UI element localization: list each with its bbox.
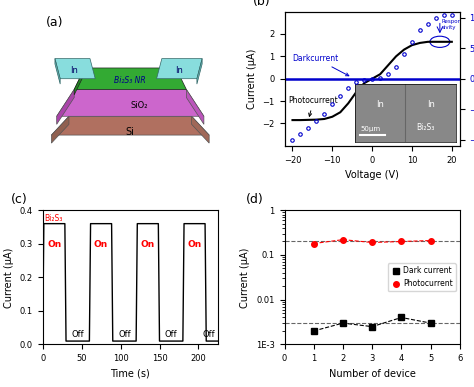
Text: Off: Off xyxy=(202,330,215,339)
Polygon shape xyxy=(156,58,202,79)
Dark current xyxy=(311,329,317,333)
Text: SiO₂: SiO₂ xyxy=(130,101,148,110)
Line: Photocurrent: Photocurrent xyxy=(311,237,433,246)
X-axis label: Number of device: Number of device xyxy=(328,369,416,379)
Polygon shape xyxy=(186,89,204,124)
Text: Si: Si xyxy=(126,127,135,137)
Polygon shape xyxy=(51,116,209,135)
Text: In: In xyxy=(70,66,78,75)
Text: On: On xyxy=(187,240,201,249)
Text: In: In xyxy=(175,66,183,75)
X-axis label: Time (s): Time (s) xyxy=(110,369,150,379)
Polygon shape xyxy=(57,89,204,116)
Polygon shape xyxy=(51,116,69,143)
Text: Off: Off xyxy=(165,330,177,339)
Text: Bi₂S₃ NR: Bi₂S₃ NR xyxy=(115,75,146,84)
Text: Darkcurrent: Darkcurrent xyxy=(292,54,349,76)
Text: Off: Off xyxy=(72,330,84,339)
Text: On: On xyxy=(141,240,155,249)
Text: (d): (d) xyxy=(246,193,264,206)
Photocurrent xyxy=(340,237,346,242)
Legend: Dark current, Photocurrent: Dark current, Photocurrent xyxy=(388,264,456,291)
Text: (b): (b) xyxy=(253,0,271,8)
Polygon shape xyxy=(74,68,186,89)
X-axis label: Voltage (V): Voltage (V) xyxy=(345,170,399,180)
Text: Photocurrent: Photocurrent xyxy=(289,96,338,116)
Dark current xyxy=(340,321,346,325)
Photocurrent xyxy=(428,238,433,243)
Text: On: On xyxy=(47,240,62,249)
Text: On: On xyxy=(94,240,108,249)
Polygon shape xyxy=(74,68,85,95)
Photocurrent xyxy=(399,239,404,244)
Y-axis label: Current (μA): Current (μA) xyxy=(247,48,257,109)
Text: Off: Off xyxy=(118,330,131,339)
Photocurrent xyxy=(311,241,317,246)
Text: Bi₂S₃: Bi₂S₃ xyxy=(44,214,63,223)
Text: Respon
sivity: Respon sivity xyxy=(442,19,462,30)
Dark current xyxy=(428,321,433,325)
Polygon shape xyxy=(55,58,60,84)
Dark current xyxy=(369,324,375,329)
Line: Dark current: Dark current xyxy=(311,315,433,334)
Y-axis label: Current (μA): Current (μA) xyxy=(4,247,14,308)
Polygon shape xyxy=(57,89,74,124)
Text: (c): (c) xyxy=(11,193,28,206)
Polygon shape xyxy=(197,58,202,84)
Polygon shape xyxy=(55,58,95,79)
Photocurrent xyxy=(369,240,375,245)
Polygon shape xyxy=(191,116,209,143)
Text: (a): (a) xyxy=(46,15,64,29)
Y-axis label: Current (μA): Current (μA) xyxy=(240,247,250,308)
Dark current xyxy=(399,315,404,320)
